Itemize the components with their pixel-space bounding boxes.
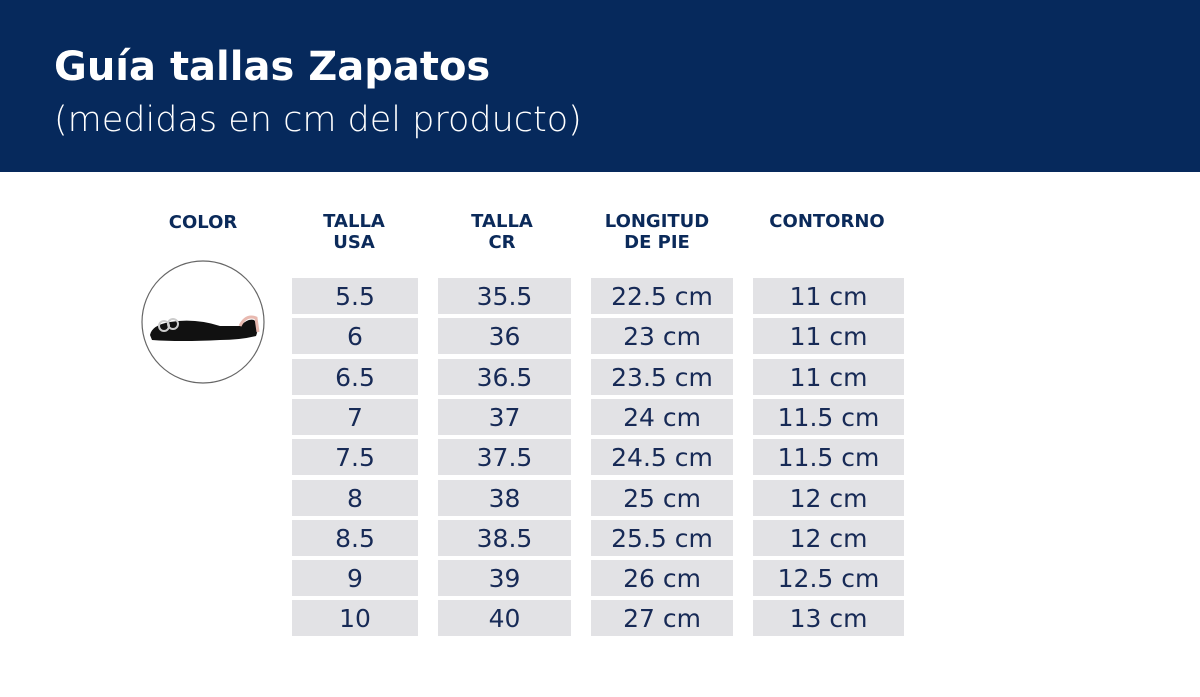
table-cell: 7	[292, 398, 418, 435]
column-header-line: USA	[333, 232, 375, 253]
column-header: CONTORNO	[769, 211, 884, 232]
table-cell: 9	[292, 560, 418, 597]
table-cell: 27 cm	[591, 600, 733, 637]
table-cell: 11 cm	[753, 278, 904, 314]
table-cell: 24.5 cm	[591, 439, 733, 476]
table-cell: 8.5	[292, 519, 418, 556]
column-header: COLOR	[169, 212, 238, 233]
table-cell: 39	[438, 560, 571, 597]
table-cell: 7.5	[292, 439, 418, 476]
column-header-line: DE PIE	[624, 232, 690, 253]
column-header: TALLA CR	[471, 211, 533, 253]
table-cell: 26 cm	[591, 560, 733, 597]
product-image	[141, 260, 265, 384]
column-header-line: CR	[488, 232, 516, 253]
table-cell: 6	[292, 318, 418, 355]
table-cell: 11.5 cm	[753, 398, 904, 435]
column-header-line: TALLA	[471, 211, 533, 232]
table-cell: 12.5 cm	[753, 560, 904, 597]
column-header-line: COLOR	[168, 212, 238, 233]
table-cell: 38	[438, 479, 571, 516]
column-header-line: LONGITUD	[604, 211, 710, 232]
table-cell: 23.5 cm	[591, 358, 733, 395]
table-cell: 11 cm	[753, 358, 904, 395]
table-cell: 36	[438, 318, 571, 355]
table-cell: 11 cm	[753, 318, 904, 355]
table-cell: 37.5	[438, 439, 571, 476]
table-cell: 13 cm	[753, 600, 904, 637]
table-cell: 12 cm	[753, 519, 904, 556]
table-cell: 6.5	[292, 358, 418, 395]
table-cell: 12 cm	[753, 479, 904, 516]
subtitle: (medidas en cm del producto)	[54, 100, 582, 140]
table-cell: 8	[292, 479, 418, 516]
table-cell: 40	[438, 600, 571, 637]
table-cell: 38.5	[438, 519, 571, 556]
title: Guía tallas Zapatos	[54, 44, 491, 90]
table-cell: 25.5 cm	[591, 519, 733, 556]
table-cell: 36.5	[438, 358, 571, 395]
column-header: TALLA USA	[323, 211, 385, 253]
column-header-line: TALLA	[323, 211, 385, 232]
header-band: Guía tallas Zapatos (medidas en cm del p…	[0, 0, 1200, 172]
column-header-line: CONTORNO	[769, 211, 885, 232]
table-cell: 10	[292, 600, 418, 637]
table-cell: 35.5	[438, 278, 571, 314]
table-cell: 37	[438, 398, 571, 435]
column-header: LONGITUD DE PIE	[605, 211, 710, 253]
table-cell: 11.5 cm	[753, 439, 904, 476]
table-cell: 5.5	[292, 278, 418, 314]
table-cell: 25 cm	[591, 479, 733, 516]
table-cell: 23 cm	[591, 318, 733, 355]
table-cell: 24 cm	[591, 398, 733, 435]
table-cell: 22.5 cm	[591, 278, 733, 314]
